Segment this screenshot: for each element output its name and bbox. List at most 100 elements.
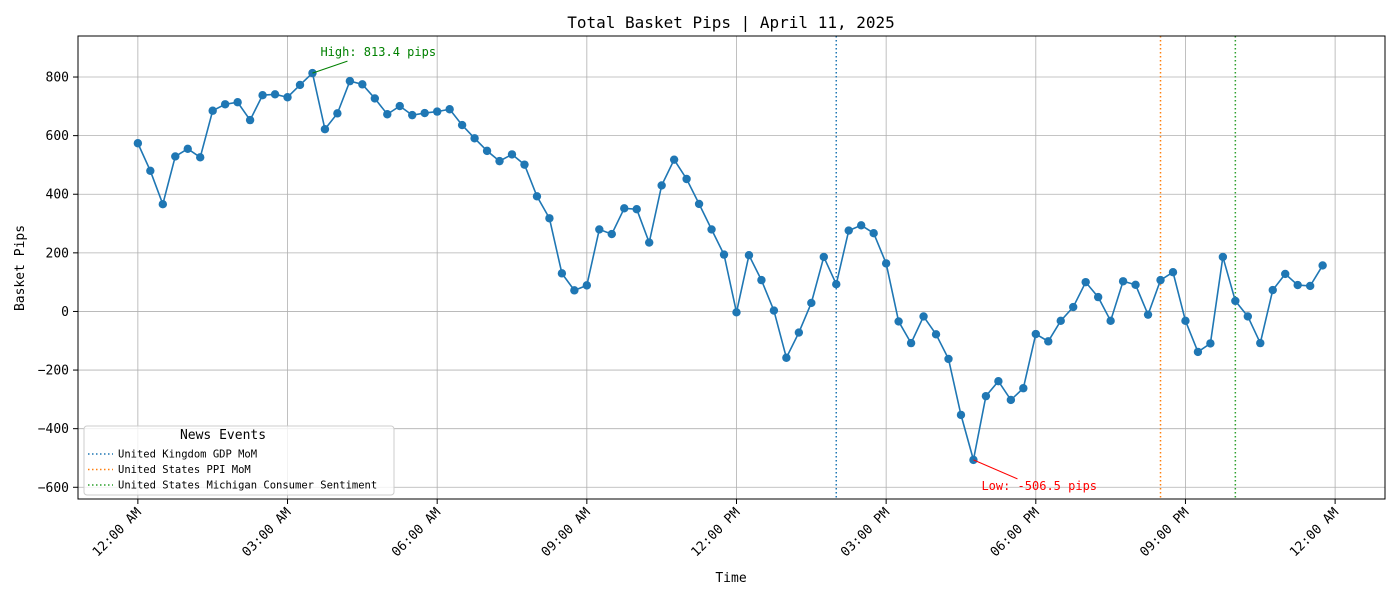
data-point — [220, 100, 230, 109]
data-point — [383, 110, 392, 119]
data-point — [881, 259, 891, 268]
data-point — [719, 250, 729, 259]
legend-entry: United States PPI MoM — [118, 464, 251, 476]
data-point — [1019, 384, 1028, 393]
data-point — [183, 144, 192, 154]
data-point — [682, 174, 691, 184]
data-point — [1156, 275, 1165, 285]
data-point — [1143, 310, 1153, 319]
data-point — [1081, 277, 1090, 287]
data-point — [133, 139, 143, 148]
y-tick-label: −200 — [38, 364, 69, 379]
data-point — [994, 377, 1003, 386]
x-axis-label: Time — [715, 571, 746, 586]
data-point — [1106, 316, 1115, 326]
data-point — [1181, 316, 1190, 326]
data-point — [482, 146, 492, 156]
data-point — [1281, 269, 1290, 279]
data-point — [782, 353, 791, 362]
y-tick-label: 200 — [46, 246, 69, 261]
data-point — [1206, 339, 1215, 348]
data-point — [470, 134, 479, 143]
data-point — [669, 155, 679, 164]
data-point — [644, 238, 654, 247]
data-point — [620, 204, 629, 213]
y-tick-label: 0 — [61, 305, 69, 320]
data-point — [906, 338, 916, 348]
y-tick-label: 800 — [46, 71, 69, 86]
data-point — [545, 214, 554, 223]
annotations: High: 813.4 pips Low: -506.5 pips — [312, 45, 1097, 493]
data-point — [1193, 347, 1203, 357]
data-point — [707, 225, 716, 234]
data-point — [358, 80, 367, 89]
data-point — [445, 105, 454, 114]
data-point — [956, 410, 966, 420]
data-point — [1031, 329, 1041, 339]
data-point — [233, 98, 242, 107]
legend-box — [83, 425, 395, 496]
data-point — [570, 286, 579, 295]
data-point — [1093, 292, 1103, 302]
data-point — [1243, 312, 1253, 321]
low-annotation: Low: -506.5 pips — [981, 479, 1097, 493]
data-point — [420, 108, 429, 118]
data-point — [457, 120, 467, 130]
data-point — [1218, 252, 1228, 262]
y-axis-label: Basket Pips — [13, 225, 28, 311]
y-tick-label: 600 — [46, 129, 69, 144]
chart-title: Total Basket Pips | April 11, 2025 — [567, 13, 895, 32]
data-point — [981, 391, 991, 401]
data-point — [245, 115, 255, 125]
low-annotation-arrow — [973, 459, 1018, 480]
legend-entry: United States Michigan Consumer Sentimen… — [118, 480, 377, 492]
data-point — [894, 317, 903, 326]
data-point — [757, 275, 766, 285]
data-point — [582, 281, 592, 290]
data-point — [196, 153, 205, 162]
data-point — [171, 152, 180, 161]
high-annotation: High: 813.4 pips — [320, 45, 436, 59]
data-point — [769, 306, 779, 315]
news-event-lines — [835, 36, 1237, 499]
data-point — [844, 226, 853, 235]
high-annotation-arrow — [312, 60, 348, 74]
data-point — [1056, 316, 1065, 326]
data-point — [1118, 277, 1128, 286]
data-point — [1231, 296, 1240, 306]
data-point — [158, 200, 168, 209]
series-layer — [133, 68, 1327, 465]
legend-title: News Events — [180, 428, 266, 443]
data-point — [295, 80, 305, 90]
y-tick-label: −400 — [38, 422, 69, 437]
data-point — [1069, 302, 1078, 312]
y-tick-label: 400 — [46, 188, 69, 203]
data-point — [520, 160, 529, 169]
data-point — [532, 192, 542, 201]
data-point — [1168, 267, 1178, 277]
data-point — [607, 229, 616, 239]
data-point — [320, 124, 330, 134]
data-point — [944, 354, 953, 364]
data-point — [507, 150, 517, 159]
data-point — [694, 199, 704, 209]
data-point — [1044, 337, 1053, 346]
data-point — [370, 94, 380, 103]
data-point — [632, 204, 641, 214]
data-point — [931, 330, 941, 339]
data-point — [657, 181, 666, 190]
data-point — [1256, 338, 1265, 348]
data-point — [408, 110, 417, 120]
data-point — [495, 156, 504, 166]
data-point — [832, 280, 841, 289]
data-point — [1318, 261, 1327, 270]
grid — [78, 36, 1385, 499]
data-point — [1006, 395, 1016, 405]
data-point — [432, 107, 442, 116]
data-point — [595, 225, 604, 234]
data-point — [308, 68, 317, 78]
plot-frame — [77, 35, 1386, 500]
data-point — [869, 229, 878, 238]
